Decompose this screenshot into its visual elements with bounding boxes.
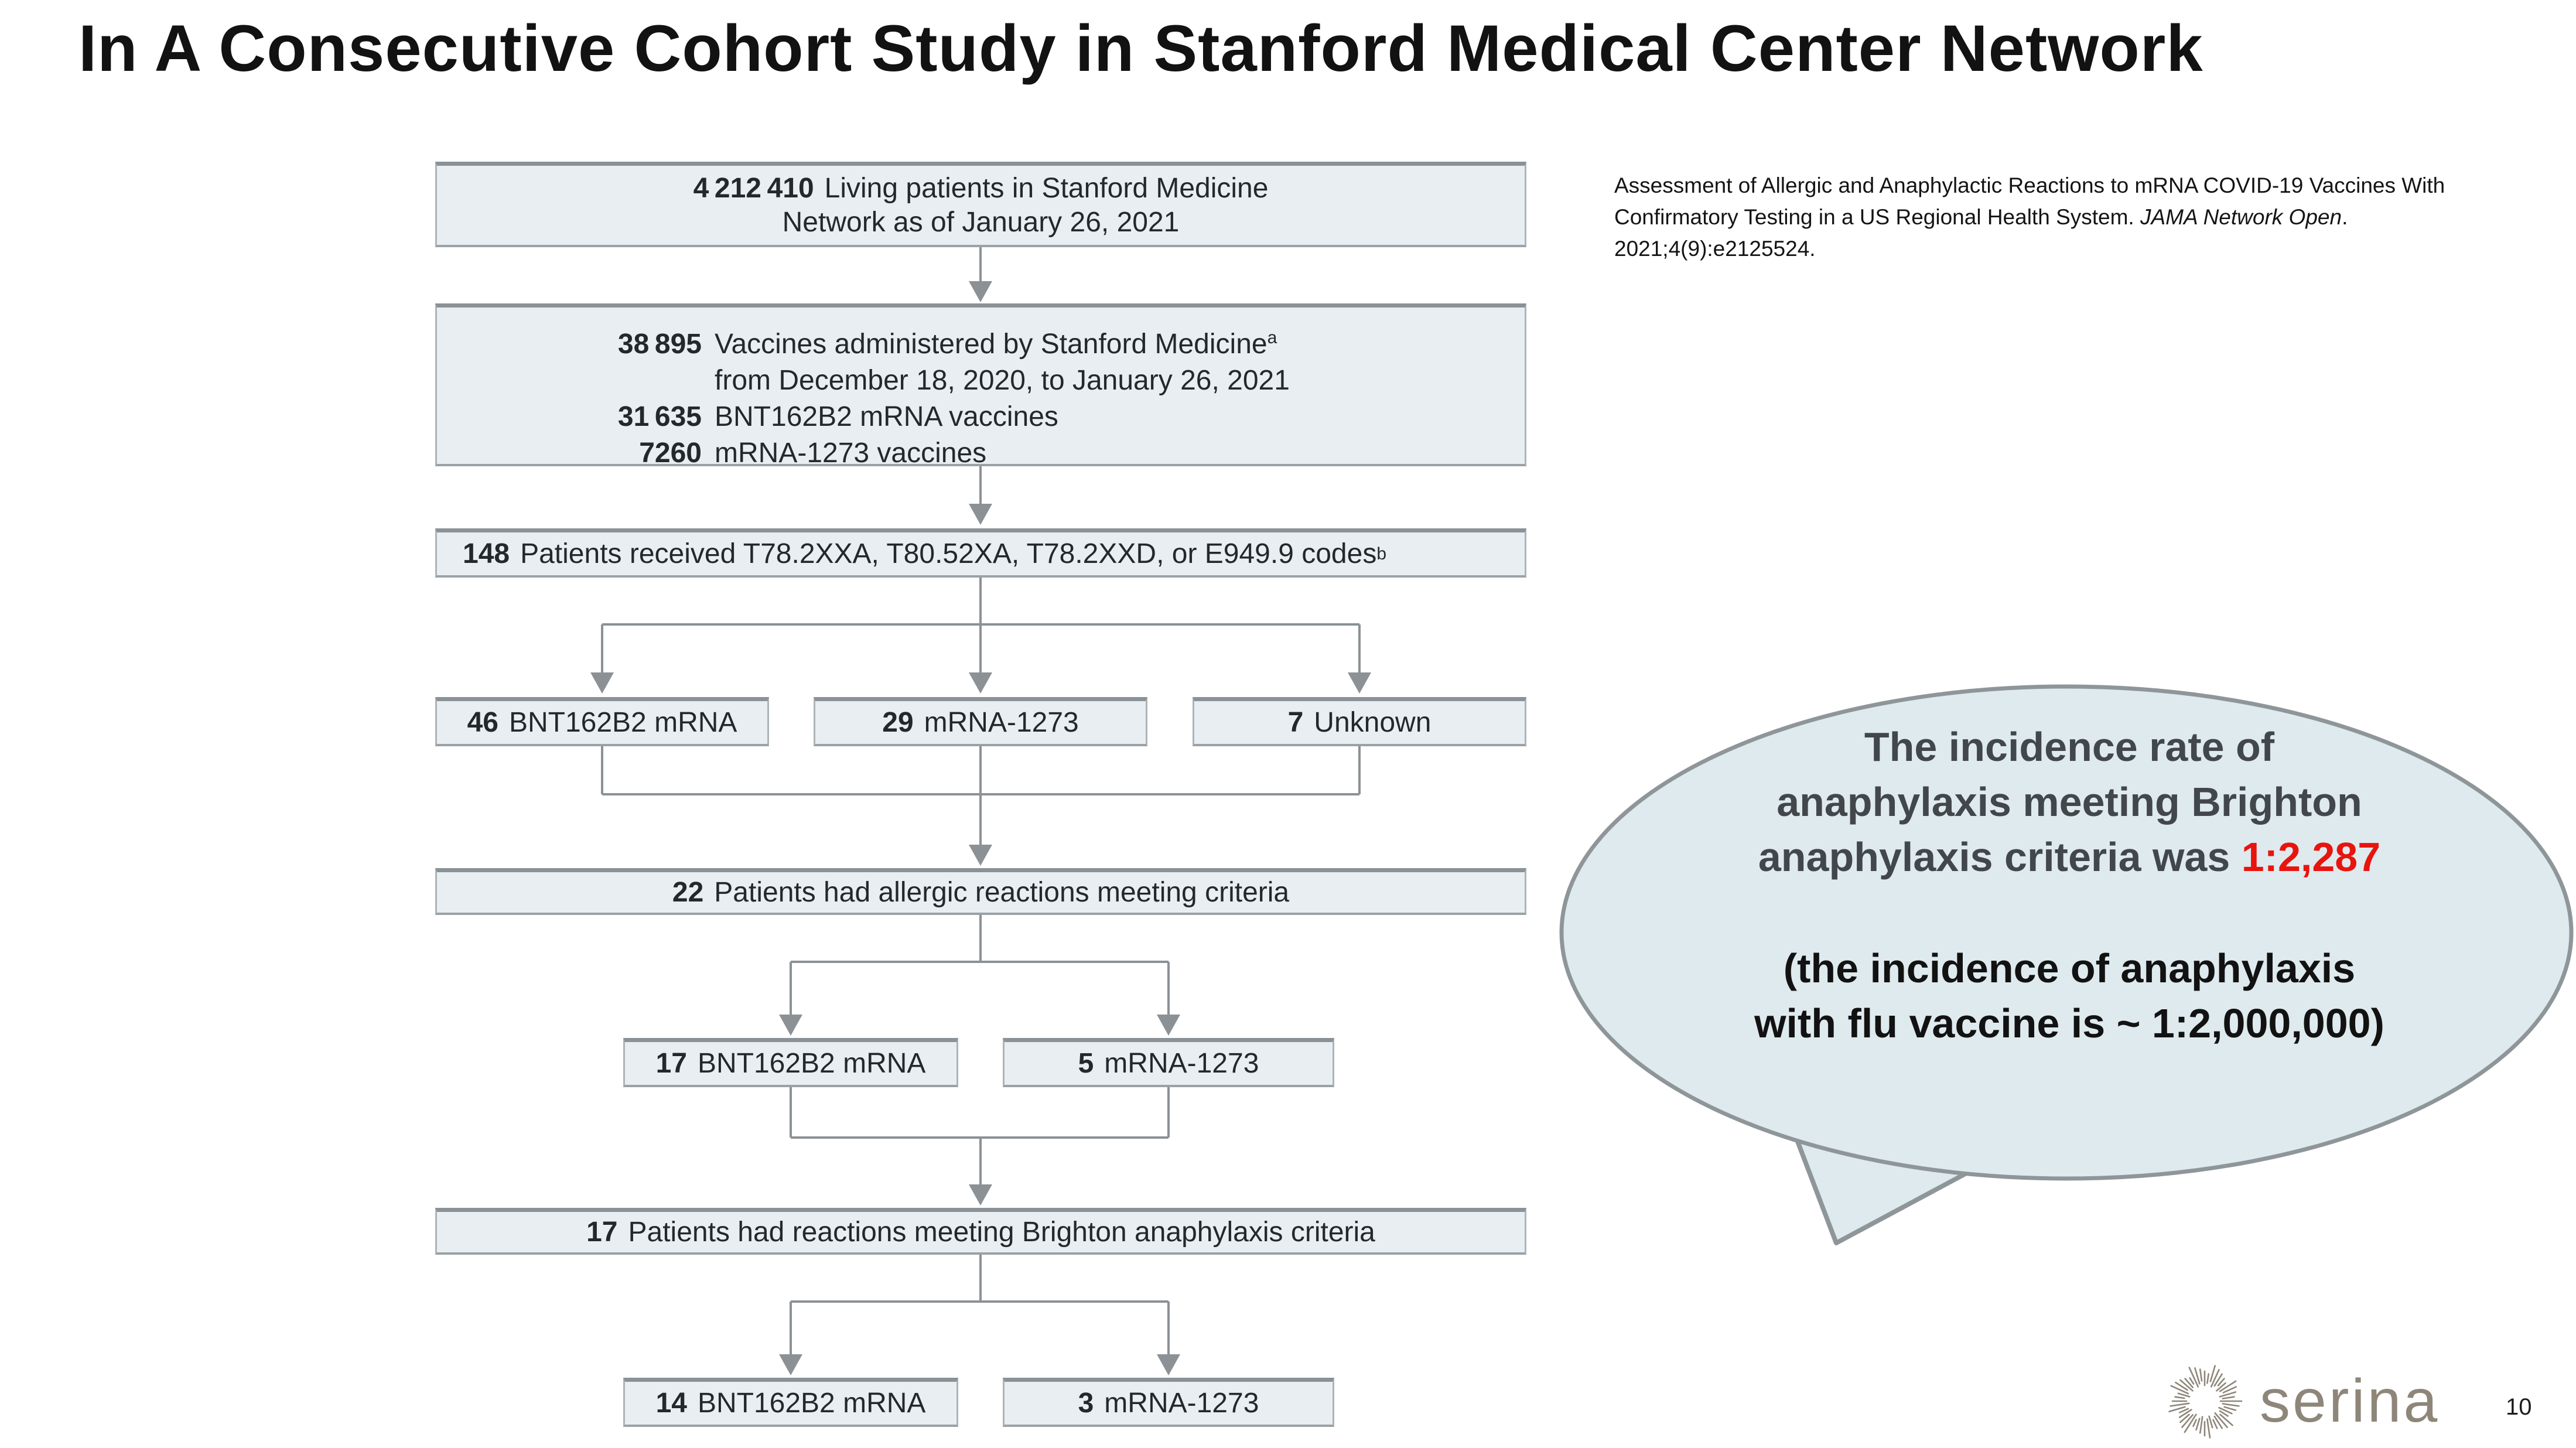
count: 46 — [467, 706, 498, 738]
flow-box-unknown-7: 7 Unknown — [1193, 697, 1526, 746]
label: mRNA-1273 — [1104, 1387, 1259, 1419]
count: 17 — [655, 1047, 687, 1079]
speech-bubble-shape — [1559, 684, 2574, 1245]
label-text: Vaccines administered by Stanford Medici… — [715, 329, 1267, 360]
flow-box-vaccines-administered: 38 895 Vaccines administered by Stanford… — [435, 303, 1526, 469]
label: Patients had reactions meeting Brighton … — [628, 1216, 1375, 1248]
flow-box-brighton-criteria: 17 Patients had reactions meeting Brighto… — [435, 1208, 1526, 1255]
label: BNT162B2 mRNA — [697, 1387, 926, 1419]
flow-box-bnt162b2-17: 17 BNT162B2 mRNA — [623, 1038, 958, 1087]
flow-box-mrna1273-3: 3 mRNA-1273 — [1003, 1378, 1334, 1427]
count: 5 — [1078, 1047, 1094, 1079]
serina-logo: serina — [2164, 1360, 2440, 1442]
flow-box-living-patients: 4 212 410 Living patients in Stanford Med… — [435, 162, 1526, 247]
count: 7260 — [639, 438, 702, 469]
connector-lines — [601, 247, 1361, 1357]
vaccines-rows: 38 895 Vaccines administered by Stanford… — [437, 308, 1525, 472]
count: 38 895 — [617, 329, 702, 360]
serina-sunburst-icon — [2168, 1365, 2243, 1439]
citation-journal-italic: JAMA Network Open — [2140, 205, 2342, 229]
count: 148 — [463, 538, 510, 569]
label: BNT162B2 mRNA — [697, 1047, 926, 1079]
flow-box-bnt162b2-46: 46 BNT162B2 mRNA — [435, 697, 769, 746]
count: 22 — [672, 876, 704, 908]
label: mRNA-1273 vaccines — [715, 438, 987, 469]
count — [437, 363, 702, 399]
citation-plain-2: . 2021;4(9):e2125524. — [1614, 205, 2348, 261]
count: 31 635 — [617, 401, 702, 432]
count: 17 — [586, 1216, 618, 1248]
flow-box-codes: 148 Patients received T78.2XXA, T80.52XA,… — [435, 528, 1526, 578]
serina-wordmark: serina — [2260, 1367, 2440, 1435]
label: Patients had allergic reactions meeting … — [714, 876, 1290, 908]
count: 7 — [1287, 706, 1304, 738]
footnote-a: a — [1267, 328, 1277, 347]
label: BNT162B2 mRNA vaccines — [715, 401, 1058, 432]
count: 29 — [882, 706, 914, 738]
flow-box-bnt162b2-14: 14 BNT162B2 mRNA — [623, 1378, 958, 1427]
flow-box-living-line2: Network as of January 26, 2021 — [782, 206, 1180, 238]
flow-box-mrna1273-5: 5 mRNA-1273 — [1003, 1038, 1334, 1087]
arrow-down-icons — [590, 281, 1371, 1375]
count: 14 — [655, 1387, 687, 1419]
page-title: In A Consecutive Cohort Study in Stanfor… — [78, 12, 2203, 85]
label: mRNA-1273 — [1104, 1047, 1259, 1079]
label: from December 18, 2020, to January 26, 2… — [715, 365, 1290, 396]
label: Unknown — [1314, 706, 1432, 738]
label: BNT162B2 mRNA — [508, 706, 737, 738]
citation-text: Assessment of Allergic and Anaphylactic … — [1614, 170, 2537, 265]
label: Patients received T78.2XXA, T80.52XA, T7… — [520, 538, 1377, 569]
flow-box-living-line1: 4 212 410 Living patients in Stanford Med… — [693, 172, 1269, 206]
flow-box-mrna1273-29: 29 mRNA-1273 — [814, 697, 1147, 746]
flow-box-allergic-reactions: 22 Patients had allergic reactions meetin… — [435, 868, 1526, 915]
count: 3 — [1078, 1387, 1094, 1419]
label: mRNA-1273 — [924, 706, 1079, 738]
citation-plain-1: Assessment of Allergic and Anaphylactic … — [1614, 173, 2445, 229]
label: Living patients in Stanford Medicine — [824, 172, 1269, 204]
label: Vaccines administered by Stanford Medici… — [715, 326, 1525, 363]
count: 4 212 410 — [693, 172, 814, 204]
page-number: 10 — [2506, 1394, 2532, 1420]
